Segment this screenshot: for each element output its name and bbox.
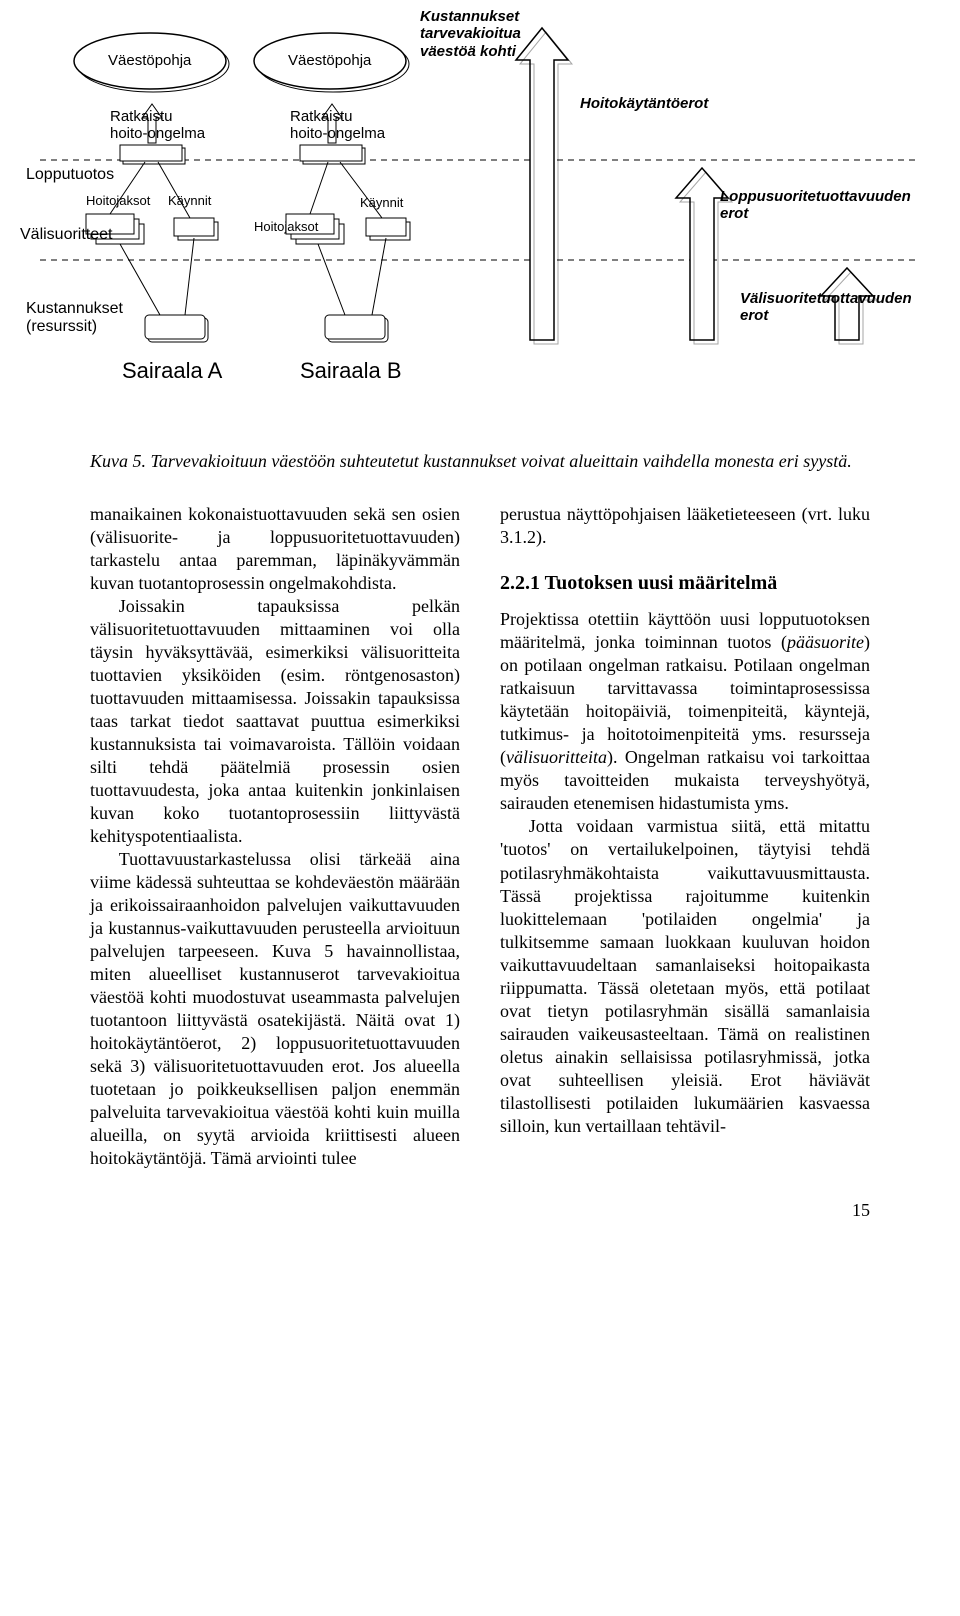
right-p2: Projektissa otettiin käyttöön uusi loppu… xyxy=(500,608,870,815)
vaestopohja-a-label: Väestöpohja xyxy=(108,52,191,69)
loppu-erot-l2: erot xyxy=(720,205,748,222)
ratkaistu-a-l1: Ratkaistu xyxy=(110,108,173,125)
right-p2d: välisuoritteita xyxy=(506,747,607,767)
hoitokaytantoerot-label: Hoitokäytäntöerot xyxy=(580,95,708,112)
kust-title-l3: väestöä kohti xyxy=(420,43,516,60)
vali-erot-l2: erot xyxy=(740,307,768,324)
kaynnit-label-b: Käynnit xyxy=(360,196,403,211)
body-columns: manaikainen kokonaistuottavuuden sekä se… xyxy=(0,503,960,1171)
kaynnit-b xyxy=(366,218,410,240)
left-p1: manaikainen kokonaistuottavuuden sekä se… xyxy=(90,503,460,595)
vali-erot-label: Välisuoritetuottavuuden erot xyxy=(740,290,912,325)
sairaala-a-label: Sairaala A xyxy=(122,358,222,383)
figure-caption: Kuva 5. Tarvevakioituun väestöön suhteut… xyxy=(90,450,870,473)
ratkaistu-b-l2: hoito-ongelma xyxy=(290,125,385,142)
ratkaistu-b: Ratkaistu hoito-ongelma xyxy=(290,108,385,143)
loppu-erot-l1: Loppusuoritetuottavuuden xyxy=(720,188,911,205)
section-heading: 2.2.1 Tuotoksen uusi määritelmä xyxy=(500,571,870,597)
kust-title-l1: Kustannukset xyxy=(420,8,519,25)
kaynnit-a xyxy=(174,218,218,240)
ratkaistu-a-l2: hoito-ongelma xyxy=(110,125,205,142)
vali-erot-l1: Välisuoritetuottavuuden xyxy=(740,290,912,307)
kustannukset-res: Kustannukset (resurssit) xyxy=(26,300,123,337)
right-p3: Jotta voidaan varmistua siitä, että mita… xyxy=(500,815,870,1137)
hoitojaksot-label-a: Hoitojaksot xyxy=(86,194,150,209)
vaestopohja-b-label: Väestöpohja xyxy=(288,52,371,69)
sairaala-b-label: Sairaala B xyxy=(300,358,402,383)
ratkaistu-b-l1: Ratkaistu xyxy=(290,108,353,125)
left-p2: Joissakin tapauksissa pelkän välisuorite… xyxy=(90,595,460,848)
hoitojaksot-label-b: Hoitojaksot xyxy=(254,220,318,235)
figure-5-diagram: Väestöpohja Väestöpohja Kustannukset tar… xyxy=(0,0,960,430)
ratkaistu-a: Ratkaistu hoito-ongelma xyxy=(110,108,205,143)
valisuoritteet-label: Välisuoritteet xyxy=(20,226,113,244)
kust-title-l2: tarvevakioitua xyxy=(420,25,521,42)
lopputuotos-label: Lopputuotos xyxy=(26,166,114,184)
right-column: perustua näyttöpohjaisen lääketieteeseen… xyxy=(500,503,870,1171)
right-p1: perustua näyttöpohjaisen lääketieteeseen… xyxy=(500,503,870,549)
right-p2b: pääsuorite xyxy=(787,632,864,652)
loppu-erot-label: Loppusuoritetuottavuuden erot xyxy=(720,188,911,223)
left-column: manaikainen kokonaistuottavuuden sekä se… xyxy=(90,503,460,1171)
left-p3: Tuottavuustarkastelussa olisi tärkeää ai… xyxy=(90,848,460,1170)
page-number: 15 xyxy=(0,1170,960,1221)
kust-title: Kustannukset tarvevakioitua väestöä koht… xyxy=(420,8,521,60)
kustannukset-res-l2: (resurssit) xyxy=(26,318,97,335)
kaynnit-label-a: Käynnit xyxy=(168,194,211,209)
kustannukset-res-l1: Kustannukset xyxy=(26,300,123,317)
